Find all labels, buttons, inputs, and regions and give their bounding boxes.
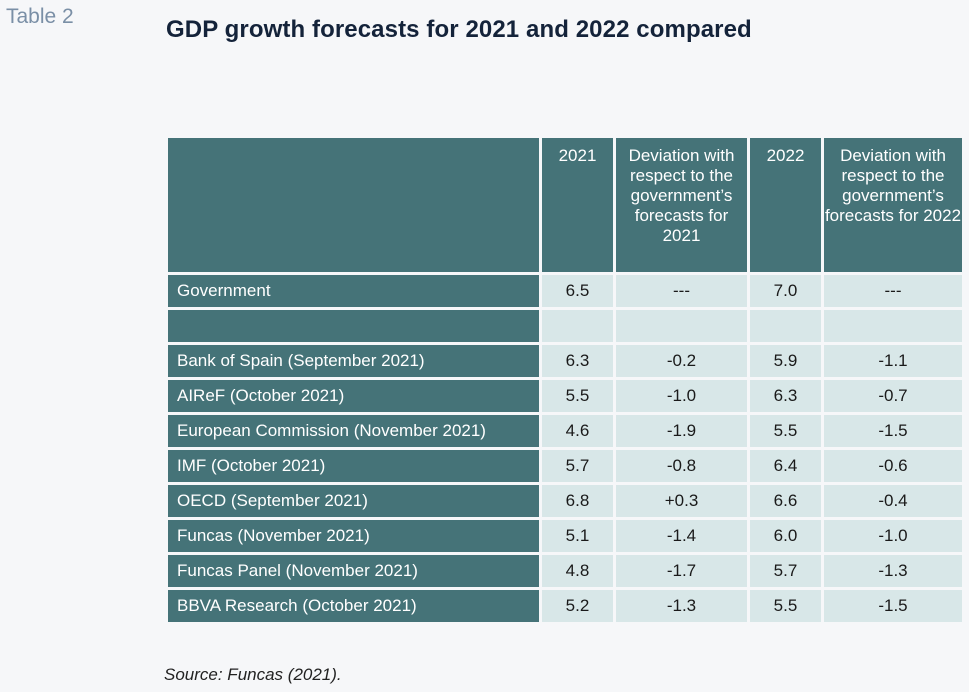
value-2021-cell: 4.6 <box>542 415 613 447</box>
header-row: 2021 Deviation with respect to the gover… <box>168 138 962 272</box>
value-2021-cell: 5.7 <box>542 450 613 482</box>
value-2022-cell: 5.5 <box>750 415 821 447</box>
header-cell-deviation-2022: Deviation with respect to the government… <box>824 138 962 272</box>
deviation-2021-cell: -1.3 <box>616 590 747 622</box>
value-2021-cell: 5.1 <box>542 520 613 552</box>
value-2022-cell: 6.0 <box>750 520 821 552</box>
table-row: European Commission (November 2021) 4.6 -1… <box>168 415 962 447</box>
deviation-2021-cell: -0.2 <box>616 345 747 377</box>
header-cell-deviation-2021: Deviation with respect to the government… <box>616 138 747 272</box>
deviation-2021-cell: -0.8 <box>616 450 747 482</box>
deviation-2021-cell: -1.7 <box>616 555 747 587</box>
row-label-cell: Funcas Panel (November 2021) <box>168 555 539 587</box>
row-label-cell: Bank of Spain (September 2021) <box>168 345 539 377</box>
table-row: Bank of Spain (September 2021) 6.3 -0.2 5.9… <box>168 345 962 377</box>
table-title: GDP growth forecasts for 2021 and 2022 c… <box>166 16 752 43</box>
gdp-forecast-table: 2021 Deviation with respect to the gover… <box>165 135 965 625</box>
table-row: Funcas (November 2021) 5.1 -1.4 6.0 -1.0 <box>168 520 962 552</box>
deviation-2021-cell: -1.0 <box>616 380 747 412</box>
deviation-2022-cell: -1.5 <box>824 415 962 447</box>
deviation-2021-cell <box>616 310 747 342</box>
table-row: BBVA Research (October 2021) 5.2 -1.3 5.5 -1… <box>168 590 962 622</box>
value-2021-cell: 5.2 <box>542 590 613 622</box>
header-cell-blank <box>168 138 539 272</box>
table-row: OECD (September 2021) 6.8 +0.3 6.6 -0.4 <box>168 485 962 517</box>
value-2021-cell: 4.8 <box>542 555 613 587</box>
deviation-2022-cell: -0.6 <box>824 450 962 482</box>
deviation-2022-cell: -1.3 <box>824 555 962 587</box>
deviation-2022-cell: -0.4 <box>824 485 962 517</box>
deviation-2021-cell: -1.4 <box>616 520 747 552</box>
value-2022-cell: 5.5 <box>750 590 821 622</box>
row-label-cell: European Commission (November 2021) <box>168 415 539 447</box>
value-2021-cell: 6.5 <box>542 275 613 307</box>
row-label-cell: Government <box>168 275 539 307</box>
row-label-cell: AIReF (October 2021) <box>168 380 539 412</box>
table-row: AIReF (October 2021) 5.5 -1.0 6.3 -0.7 <box>168 380 962 412</box>
header-cell-2022: 2022 <box>750 138 821 272</box>
row-label-cell: OECD (September 2021) <box>168 485 539 517</box>
row-label-cell: IMF (October 2021) <box>168 450 539 482</box>
value-2022-cell: 5.9 <box>750 345 821 377</box>
deviation-2022-cell: -1.5 <box>824 590 962 622</box>
value-2022-cell: 7.0 <box>750 275 821 307</box>
table-row: Funcas Panel (November 2021) 4.8 -1.7 5.7 -1… <box>168 555 962 587</box>
table-row <box>168 310 962 342</box>
table-row: IMF (October 2021) 5.7 -0.8 6.4 -0.6 <box>168 450 962 482</box>
row-label-cell: BBVA Research (October 2021) <box>168 590 539 622</box>
value-2021-cell <box>542 310 613 342</box>
source-note: Source: Funcas (2021). <box>164 665 342 684</box>
deviation-2021-cell: --- <box>616 275 747 307</box>
value-2022-cell: 6.6 <box>750 485 821 517</box>
deviation-2021-cell: -1.9 <box>616 415 747 447</box>
value-2021-cell: 6.3 <box>542 345 613 377</box>
row-label-cell: Funcas (November 2021) <box>168 520 539 552</box>
row-label-cell <box>168 310 539 342</box>
value-2022-cell: 6.4 <box>750 450 821 482</box>
deviation-2022-cell <box>824 310 962 342</box>
table-row: Government 6.5 --- 7.0 --- <box>168 275 962 307</box>
deviation-2022-cell: --- <box>824 275 962 307</box>
deviation-2022-cell: -1.0 <box>824 520 962 552</box>
header-cell-2021: 2021 <box>542 138 613 272</box>
value-2021-cell: 5.5 <box>542 380 613 412</box>
value-2022-cell: 6.3 <box>750 380 821 412</box>
value-2022-cell: 5.7 <box>750 555 821 587</box>
table-number-label: Table 2 <box>6 5 74 28</box>
deviation-2022-cell: -0.7 <box>824 380 962 412</box>
deviation-2022-cell: -1.1 <box>824 345 962 377</box>
value-2022-cell <box>750 310 821 342</box>
deviation-2021-cell: +0.3 <box>616 485 747 517</box>
value-2021-cell: 6.8 <box>542 485 613 517</box>
